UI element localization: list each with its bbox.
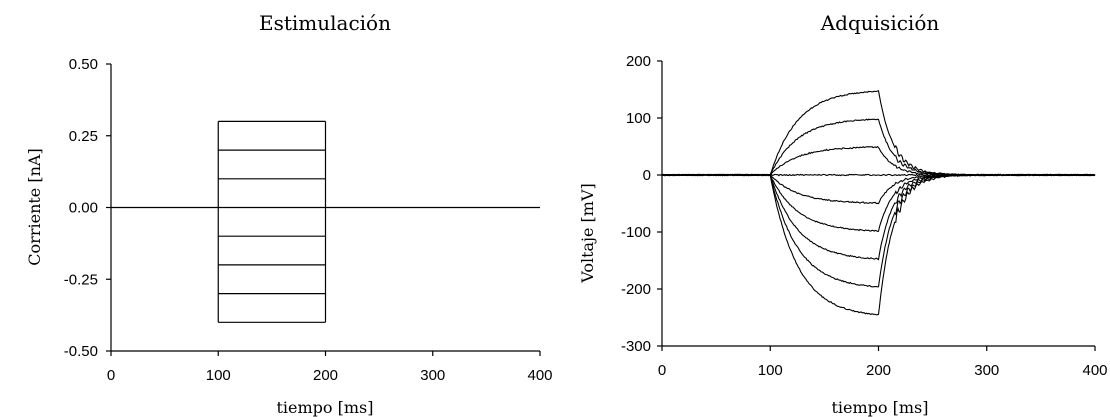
x-tick-label: 0: [107, 367, 115, 384]
y-tick-label: -0.25: [64, 271, 98, 288]
ticks: 0 100 200 300 400 -300 -200 -100 0 100 200: [621, 53, 1108, 379]
acquisition-chart: Adquisición Voltaje [mV] tiempo [ms] 0 10…: [578, 11, 1108, 417]
voltage-trace: [661, 145, 1096, 177]
voltage-trace: [661, 173, 1096, 205]
y-axis-label: Corriente [nA]: [25, 148, 44, 265]
y-tick-label: 0.00: [69, 200, 98, 217]
y-tick-label: 200: [626, 53, 651, 70]
y-axis-label: Voltaje [mV]: [578, 183, 597, 284]
y-tick-label: -200: [621, 281, 651, 298]
voltage-trace: [661, 173, 1096, 316]
chart-title: Estimulación: [259, 11, 391, 35]
x-tick-label: 200: [313, 367, 338, 384]
x-tick-label: 100: [206, 367, 231, 384]
y-tick-label: -0.50: [64, 343, 98, 360]
x-tick-label: 400: [527, 367, 552, 384]
x-tick-label: 0: [658, 362, 666, 379]
plot-area: [111, 120, 540, 323]
x-axis-label: tiempo [ms]: [276, 398, 373, 417]
stimulation-chart: Estimulación Corriente [nA] tiempo [ms] …: [25, 11, 553, 417]
y-tick-label: 0: [643, 167, 651, 184]
voltage-trace: [661, 173, 1096, 261]
x-tick-label: 100: [758, 362, 783, 379]
x-tick-label: 300: [420, 367, 445, 384]
y-tick-label: 100: [626, 110, 651, 127]
x-axis-label: tiempo [ms]: [831, 398, 928, 417]
y-tick-label: 0.50: [69, 56, 98, 73]
y-tick-label: -100: [621, 224, 651, 241]
voltage-trace: [661, 90, 1096, 177]
x-tick-label: 400: [1082, 362, 1107, 379]
plot-area: [661, 90, 1096, 316]
chart-title: Adquisición: [820, 11, 940, 35]
x-tick-label: 300: [974, 362, 999, 379]
x-tick-label: 200: [866, 362, 891, 379]
y-tick-label: -300: [621, 338, 651, 355]
y-tick-label: 0.25: [69, 128, 98, 145]
ticks: 0 100 200 300 400 -0.50 -0.25 0.00 0.25 0.50: [64, 56, 553, 384]
